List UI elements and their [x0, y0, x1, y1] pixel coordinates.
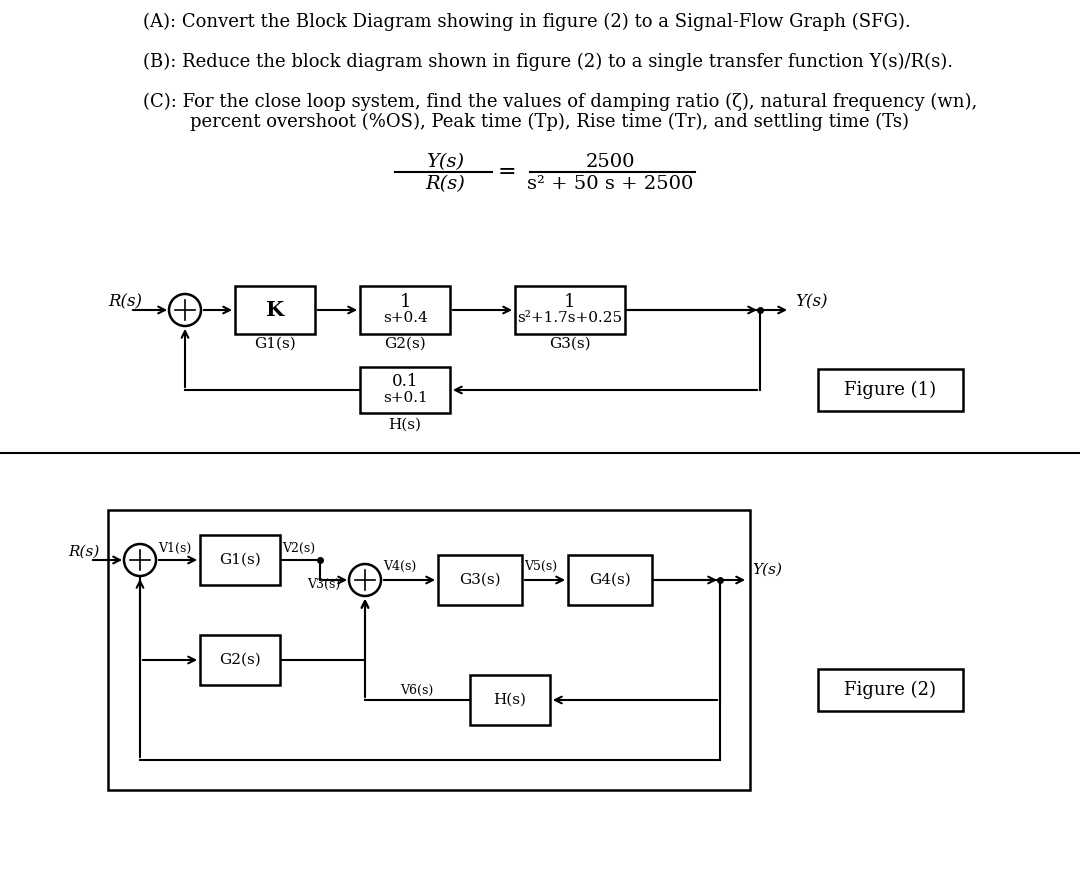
- Bar: [200, 635, 280, 685]
- Text: s+0.1: s+0.1: [382, 391, 428, 405]
- Text: 2500: 2500: [585, 153, 635, 171]
- Text: −: −: [363, 582, 376, 597]
- Text: Figure (1): Figure (1): [843, 381, 936, 399]
- Bar: [818, 369, 962, 411]
- Bar: [818, 669, 962, 711]
- Text: Y(s): Y(s): [752, 563, 782, 577]
- Text: −: −: [183, 311, 195, 326]
- Text: +: +: [171, 295, 181, 309]
- Bar: [568, 555, 652, 605]
- Text: +: +: [351, 566, 362, 578]
- Text: Y(s): Y(s): [795, 293, 827, 310]
- Circle shape: [124, 544, 156, 576]
- Bar: [438, 555, 522, 605]
- Text: G2(s): G2(s): [384, 337, 426, 351]
- Text: H(s): H(s): [494, 693, 527, 707]
- Bar: [200, 535, 280, 585]
- Text: V5(s): V5(s): [524, 560, 557, 573]
- Bar: [360, 367, 450, 413]
- Text: +: +: [125, 545, 136, 559]
- Text: =: =: [498, 161, 516, 183]
- Text: (B): Reduce the block diagram shown in figure (2) to a single transfer function : (B): Reduce the block diagram shown in f…: [143, 53, 954, 71]
- Text: V3(s): V3(s): [307, 577, 340, 591]
- Text: −: −: [137, 561, 150, 576]
- Text: s² + 50 s + 2500: s² + 50 s + 2500: [527, 175, 693, 193]
- Text: Y(s): Y(s): [426, 153, 464, 171]
- Text: V6(s): V6(s): [400, 683, 433, 697]
- Circle shape: [168, 294, 201, 326]
- Bar: [360, 286, 450, 334]
- Text: V1(s): V1(s): [158, 542, 191, 554]
- Text: Figure (2): Figure (2): [843, 681, 936, 699]
- Text: H(s): H(s): [389, 418, 421, 432]
- Text: G4(s): G4(s): [589, 573, 631, 587]
- Text: s+0.4: s+0.4: [382, 311, 428, 325]
- Text: G3(s): G3(s): [550, 337, 591, 351]
- Bar: [235, 286, 315, 334]
- Text: (C): For the close loop system, find the values of damping ratio (ζ), natural fr: (C): For the close loop system, find the…: [143, 93, 977, 111]
- Text: 1: 1: [400, 293, 410, 311]
- Text: V2(s): V2(s): [282, 542, 315, 554]
- Text: R(s): R(s): [426, 175, 464, 193]
- Bar: [108, 510, 750, 790]
- Text: 1: 1: [564, 293, 576, 311]
- Text: s²+1.7s+0.25: s²+1.7s+0.25: [517, 311, 622, 325]
- Text: V4(s): V4(s): [383, 560, 416, 573]
- Text: G3(s): G3(s): [459, 573, 501, 587]
- Text: R(s): R(s): [68, 545, 99, 559]
- Circle shape: [349, 564, 381, 596]
- Text: G1(s): G1(s): [254, 337, 296, 351]
- Bar: [470, 675, 550, 725]
- Text: (A): Convert the Block Diagram showing in figure (2) to a Signal-Flow Graph (SFG: (A): Convert the Block Diagram showing i…: [143, 13, 910, 31]
- Text: 0.1: 0.1: [392, 374, 418, 391]
- Text: K: K: [266, 300, 284, 320]
- Text: G2(s): G2(s): [219, 653, 261, 667]
- Bar: [515, 286, 625, 334]
- Text: R(s): R(s): [108, 293, 141, 310]
- Text: percent overshoot (%OS), Peak time (Tp), Rise time (Tr), and settling time (Ts): percent overshoot (%OS), Peak time (Tp),…: [190, 113, 909, 131]
- Text: G1(s): G1(s): [219, 553, 261, 567]
